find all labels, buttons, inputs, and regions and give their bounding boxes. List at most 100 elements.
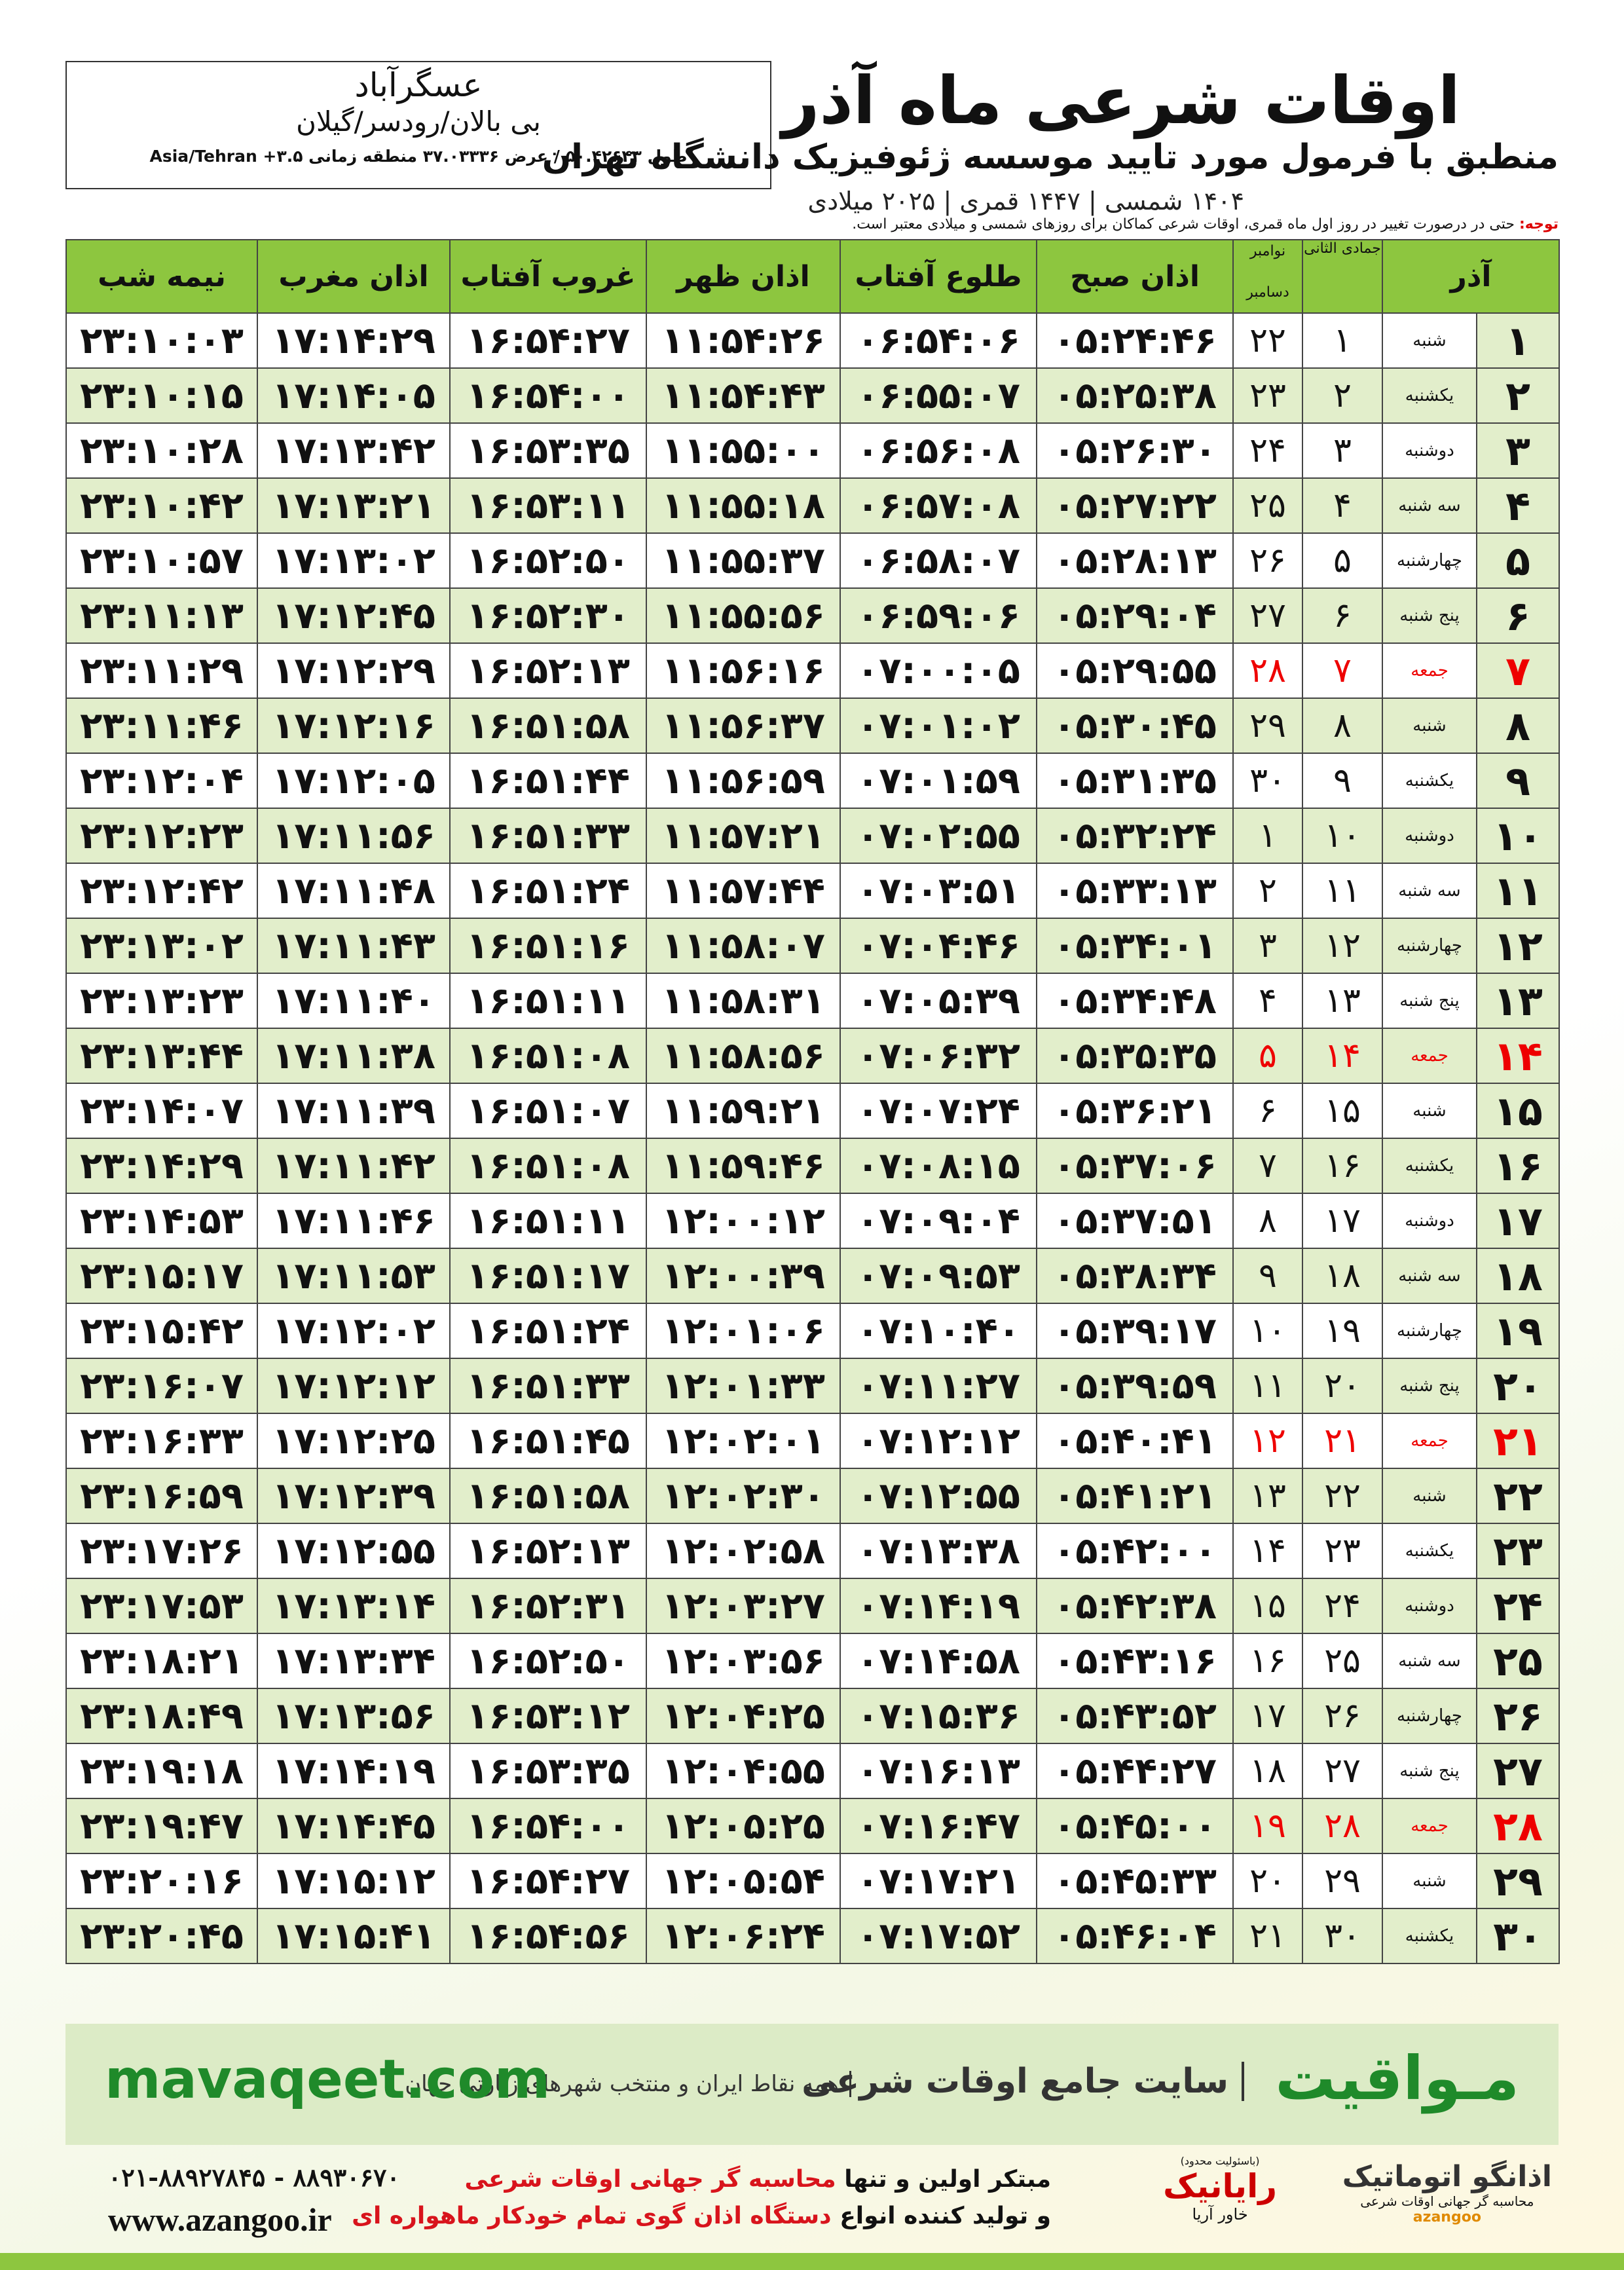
table-cell: ۱۷:۱۲:۳۹: [257, 1468, 451, 1524]
table-cell: ۲۳:۱۳:۰۲: [65, 918, 258, 974]
table-cell: ۱۶:۵۴:۲۷: [449, 312, 647, 369]
table-cell: ۲۵: [1232, 477, 1303, 534]
table-cell: ۲۲: [1476, 1468, 1560, 1524]
table-cell: ۰۷:۱۲:۵۵: [840, 1468, 1037, 1524]
table-cell: سه شنبه: [1382, 863, 1477, 919]
table-cell: ۲۵: [1302, 1633, 1383, 1689]
table-cell: پنج شنبه: [1382, 973, 1477, 1029]
table-cell: ۰۵:۴۰:۴۱: [1036, 1413, 1234, 1469]
website[interactable]: www.azangoo.ir: [108, 2201, 332, 2238]
table-cell: ۰۵:۴۵:۳۳: [1036, 1853, 1234, 1909]
table-cell: ۰۷:۰۱:۵۹: [840, 753, 1037, 809]
text: و تولید کننده انواع: [840, 2203, 1051, 2229]
table-cell: ۳۰: [1476, 1908, 1560, 1964]
table-cell: ۱: [1232, 808, 1303, 864]
table-row: ۲۲ شنبه ۲۲ ۱۳ ۰۵:۴۱:۲۱ ۰۷:۱۲:۵۵ ۱۲:۰۲:۳۰ ۱۶:۵۱:…: [65, 1468, 1560, 1524]
partner-logo: (باسئولیت محدود) رایانیک خاور آریا: [1163, 2155, 1277, 2223]
table-cell: ۱۹: [1232, 1798, 1303, 1854]
table-row: ۵ چهارشنبه ۵ ۲۶ ۰۵:۲۸:۱۳ ۰۶:۵۸:۰۷ ۱۱:۵۵:۳۷ ۱۶:۵…: [65, 532, 1560, 589]
table-cell: ۰۵:۳۹:۱۷: [1036, 1303, 1234, 1359]
table-cell: ۰۷:۰۳:۵۱: [840, 863, 1037, 919]
table-cell: ۰۵:۴۶:۰۴: [1036, 1908, 1234, 1964]
table-cell: ۲۷: [1476, 1743, 1560, 1799]
table-cell: ۱۶:۵۱:۱۶: [449, 918, 647, 974]
table-cell: ۱۶:۵۳:۳۵: [449, 422, 647, 479]
table-cell: ۰۶:۵۸:۰۷: [840, 532, 1037, 589]
table-cell: ۰۷:۱۴:۱۹: [840, 1578, 1037, 1634]
table-cell: ۲۳:۱۵:۱۷: [65, 1248, 258, 1304]
subtitle: منطبق با فرمول مورد تایید موسسه ژئوفیزیک…: [542, 138, 1559, 177]
table-cell: ۲۳:۱۴:۵۳: [65, 1193, 258, 1249]
table-cell: ۱۲: [1302, 918, 1383, 974]
table-cell: ۱۱:۵۵:۵۶: [646, 587, 841, 644]
table-cell: ۲۳:۱۱:۲۹: [65, 642, 258, 699]
table-cell: ۱۷:۱۱:۴۲: [257, 1138, 451, 1194]
table-cell: ۱۲: [1476, 918, 1560, 974]
table-cell: ۳۰: [1232, 753, 1303, 809]
table-cell: ۱۸: [1232, 1743, 1303, 1799]
header-cell: آذر: [1382, 239, 1560, 314]
table-cell: ۰۵:۴۳:۵۲: [1036, 1688, 1234, 1744]
header-row: آذر جمادی الثانی نوامبر دسامبر اذان صبح طل…: [65, 239, 1560, 314]
table-cell: ۱۶: [1302, 1138, 1383, 1194]
table-cell: ۱۷:۱۳:۵۶: [257, 1688, 451, 1744]
table-cell: ۰۷:۱۰:۴۰: [840, 1303, 1037, 1359]
table-cell: ۱۶:۵۱:۴۵: [449, 1413, 647, 1469]
bottom-bar: [0, 2253, 1624, 2270]
table-cell: ۸: [1232, 1193, 1303, 1249]
header-cell: غروب آفتاب: [449, 239, 647, 314]
table-cell: ۲۳:۱۰:۲۸: [65, 422, 258, 479]
table-cell: ۱۷:۱۵:۴۱: [257, 1908, 451, 1964]
text: محاسبه گر جهانی اوقات شرعی: [464, 2166, 836, 2193]
table-cell: ۱۱:۵۵:۱۸: [646, 477, 841, 534]
table-cell: ۰۵:۳۷:۰۶: [1036, 1138, 1234, 1194]
table-cell: ۱۱: [1476, 863, 1560, 919]
header-cell: جمادی الثانی: [1302, 239, 1383, 314]
table-cell: ۱۶:۵۱:۲۴: [449, 863, 647, 919]
table-cell: ۱۶:۵۴:۰۰: [449, 367, 647, 424]
table-cell: ۱۵: [1476, 1083, 1560, 1139]
table-cell: ۱۲:۰۱:۳۳: [646, 1358, 841, 1414]
table-row: ۲۸ جمعه ۲۸ ۱۹ ۰۵:۴۵:۰۰ ۰۷:۱۶:۴۷ ۱۲:۰۵:۲۵ ۱۶:۵۴:…: [65, 1798, 1560, 1854]
table-cell: ۱۰: [1232, 1303, 1303, 1359]
table-cell: ۰۵:۳۱:۳۵: [1036, 753, 1234, 809]
table-cell: ۱۷:۱۱:۳۹: [257, 1083, 451, 1139]
table-cell: ۱۱: [1232, 1358, 1303, 1414]
table-cell: جمعه: [1382, 1028, 1477, 1084]
table-cell: ۱۱:۵۶:۳۷: [646, 698, 841, 754]
table-cell: ۱۲:۰۱:۰۶: [646, 1303, 841, 1359]
table-cell: یکشنبه: [1382, 1138, 1477, 1194]
table-cell: ۲۲: [1302, 1468, 1383, 1524]
table-cell: ۲۳:۱۶:۰۷: [65, 1358, 258, 1414]
table-cell: ۱۶:۵۲:۱۳: [449, 642, 647, 699]
table-cell: دوشنبه: [1382, 1193, 1477, 1249]
table-cell: چهارشنبه: [1382, 918, 1477, 974]
table-cell: یکشنبه: [1382, 753, 1477, 809]
table-cell: ۳: [1476, 422, 1560, 479]
table-cell: ۰۷:۱۴:۵۸: [840, 1633, 1037, 1689]
table-cell: شنبه: [1382, 312, 1477, 369]
table-cell: ۱۱:۵۶:۵۹: [646, 753, 841, 809]
table-cell: ۰۵:۳۹:۵۹: [1036, 1358, 1234, 1414]
table-cell: ۲۴: [1232, 422, 1303, 479]
table-cell: ۱۷:۱۱:۴۸: [257, 863, 451, 919]
table-row: ۲۴ دوشنبه ۲۴ ۱۵ ۰۵:۴۲:۳۸ ۰۷:۱۴:۱۹ ۱۲:۰۳:۲۷ ۱۶:۵…: [65, 1578, 1560, 1634]
banner-url[interactable]: mavaqeet.com: [105, 2049, 551, 2111]
table-cell: ۱۰: [1476, 808, 1560, 864]
table-cell: ۱۶:۵۱:۱۱: [449, 1193, 647, 1249]
table-cell: ۲: [1302, 367, 1383, 424]
table-row: ۲۰ پنج شنبه ۲۰ ۱۱ ۰۵:۳۹:۵۹ ۰۷:۱۱:۲۷ ۱۲:۰۱:۳۳ ۱۶…: [65, 1358, 1560, 1414]
table-cell: دوشنبه: [1382, 808, 1477, 864]
table-cell: ۰۷:۱۷:۲۱: [840, 1853, 1037, 1909]
table-row: ۱۲ چهارشنبه ۱۲ ۳ ۰۵:۳۴:۰۱ ۰۷:۰۴:۴۶ ۱۱:۵۸:۰۷ ۱۶:…: [65, 918, 1560, 974]
table-cell: ۷: [1302, 642, 1383, 699]
table-cell: ۱۶:۵۲:۳۱: [449, 1578, 647, 1634]
table-cell: ۱۷: [1302, 1193, 1383, 1249]
table-cell: دوشنبه: [1382, 422, 1477, 479]
table-cell: ۸: [1476, 698, 1560, 754]
table-cell: ۰۶:۵۷:۰۸: [840, 477, 1037, 534]
table-row: ۱۱ سه شنبه ۱۱ ۲ ۰۵:۳۳:۱۳ ۰۷:۰۳:۵۱ ۱۱:۵۷:۴۴ ۱۶:۵…: [65, 863, 1560, 919]
banner-tagline: سایت جامع اوقات شرعی: [802, 2062, 1244, 2101]
table-cell: ۱۴: [1476, 1028, 1560, 1084]
table-cell: شنبه: [1382, 1468, 1477, 1524]
